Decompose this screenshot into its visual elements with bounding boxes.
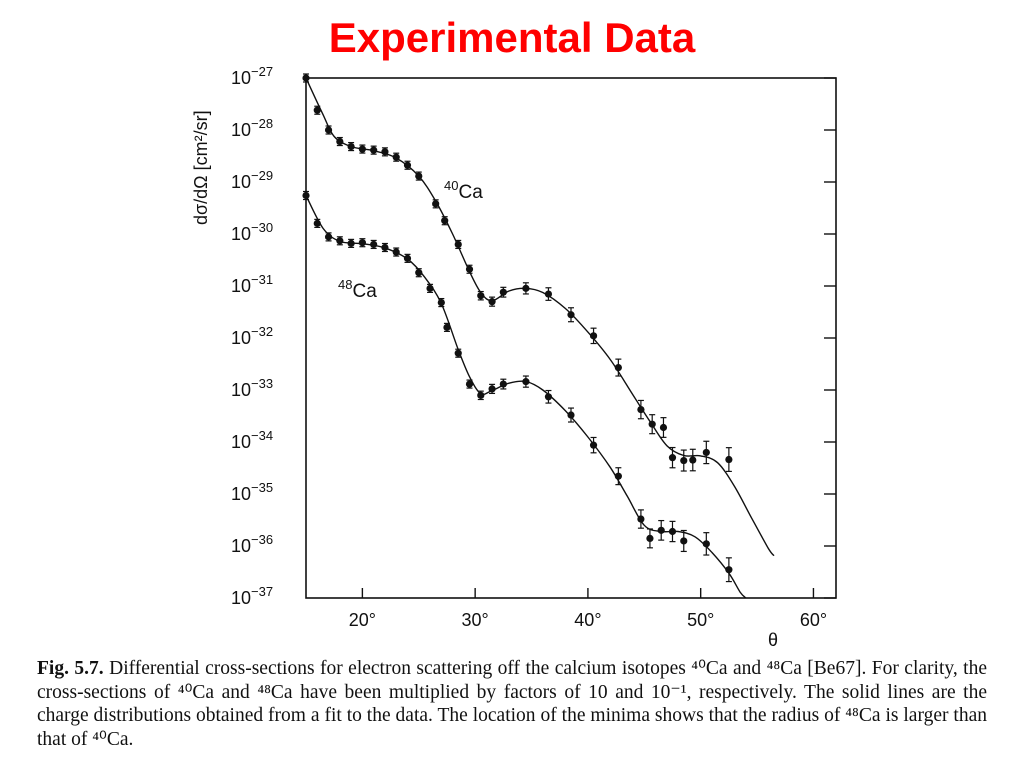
data-point-40ca [441,217,449,225]
data-point-48ca [725,566,733,574]
data-point-48ca [668,527,677,536]
data-point-48ca [336,237,344,245]
fit-curves [305,77,775,599]
caption-label: Fig. 5.7. [37,658,104,679]
x-tick-label: 50° [687,610,714,630]
y-tick-label: 10−35 [231,480,273,504]
x-axis-ticks: 20° 30° 40° 50° 60° θ [349,588,827,650]
data-point-48ca [522,378,530,386]
y-axis-label: dσ/dΩ [cm²/sr] [191,110,211,225]
data-point-48ca [347,239,355,247]
data-point-48ca [680,537,688,545]
data-point-40ca [544,290,553,298]
data-point-48ca [567,411,575,419]
figure-caption: Fig. 5.7. Differential cross-sections fo… [37,657,987,751]
data-point-48ca [403,254,412,262]
data-point-40ca [725,455,733,464]
data-point-40ca [336,137,344,146]
data-point-40ca [648,420,656,428]
data-point-40ca [347,142,355,151]
data-point-40ca [415,172,423,180]
y-tick-label: 10−37 [231,584,273,608]
data-point-40ca [381,148,389,156]
y-tick-label: 10−34 [231,428,273,452]
annotations: 40Ca 48Ca [338,178,483,302]
data-point-48ca [614,472,622,480]
data-point-48ca [477,391,485,399]
y-tick-label: 10−30 [231,220,273,244]
data-point-48ca [426,284,434,292]
data-point-48ca [443,323,451,331]
data-point-48ca [657,526,665,534]
y-tick-label: 10−33 [231,376,273,400]
caption-text: Differential cross-sections for electron… [37,658,987,750]
x-tick-label: 20° [349,610,376,630]
data-point-48ca [302,191,310,200]
data-point-40ca [680,456,688,465]
chart: 10−27 10−28 10−29 10−30 10−31 10−32 10−33 10−34… [191,64,837,650]
data-point-40ca [324,126,333,134]
data-point-48ca [370,240,378,249]
data-point-48ca [437,298,445,307]
data-point-40ca [477,292,485,300]
data-point-40ca [302,74,310,82]
y-tick-label: 10−27 [231,64,273,88]
data-point-40ca [454,240,462,249]
data-point-40ca [702,448,710,457]
y-tick-label: 10−29 [231,168,273,192]
data-point-40ca [567,311,575,319]
data-point-40ca [370,146,378,154]
data-point-40ca [659,423,668,432]
x-tick-label: 60° [800,610,827,630]
data-point-48ca [637,515,645,523]
data-point-40ca [668,454,677,462]
data-point-40ca [522,284,530,292]
y-tick-label: 10−32 [231,324,273,348]
data-point-48ca [488,385,496,393]
data-point-48ca [415,269,423,277]
data-point-40ca [614,363,622,372]
data-point-48ca [544,393,553,401]
data-point-48ca [358,239,366,247]
data-point-48ca [589,441,598,449]
data-point-40ca [488,298,496,306]
data-point-40ca [313,106,321,114]
data-point-48ca [454,349,462,357]
data-point-40ca [637,405,645,414]
data-point-40ca [499,288,507,296]
data-point-48ca [324,233,333,241]
x-tick-label: 30° [462,610,489,630]
data-point-40ca [465,265,474,273]
data-point-48ca [392,248,400,256]
data-point-40ca [432,200,440,208]
data-point-48ca [313,219,321,227]
y-tick-label: 10−31 [231,272,273,296]
y-tick-label: 10−36 [231,532,273,556]
data-point-48ca [499,380,507,388]
series-label-48ca: 48Ca [338,277,377,302]
data-point-48ca [646,534,654,543]
fit-curve-48ca [305,195,747,599]
data-points [302,73,733,583]
x-axis-label: θ [768,630,778,650]
x-tick-label: 40° [574,610,601,630]
y-tick-label: 10−28 [231,116,273,140]
y-axis-ticks: 10−27 10−28 10−29 10−30 10−31 10−32 10−33 10−34… [191,64,836,608]
data-point-40ca [689,456,697,464]
data-point-40ca [403,161,412,169]
data-point-40ca [392,153,400,161]
data-point-48ca [381,243,389,252]
data-point-40ca [358,145,366,153]
data-point-40ca [589,332,598,340]
series-label-40ca: 40Ca [444,178,483,203]
data-point-48ca [465,380,474,388]
data-point-48ca [702,540,710,548]
slide-title: Experimental Data [328,14,696,61]
